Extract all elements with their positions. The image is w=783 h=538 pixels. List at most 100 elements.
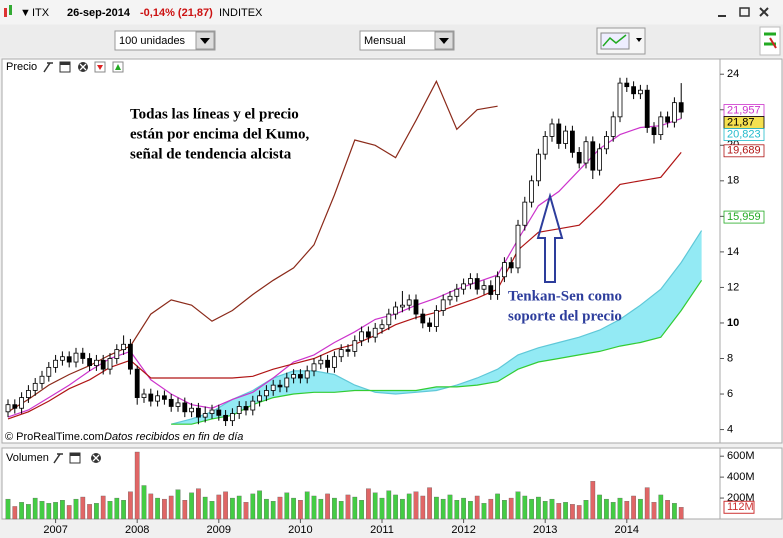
candle-body xyxy=(175,402,181,407)
candle-body xyxy=(604,135,609,150)
candle-body xyxy=(515,224,521,269)
x-tick-label: 2008 xyxy=(125,524,149,536)
candle-body xyxy=(433,310,439,327)
volume-bar xyxy=(209,501,215,520)
candle-body xyxy=(467,278,473,285)
candle-body xyxy=(311,363,317,372)
indicator-button[interactable] xyxy=(596,27,646,55)
volume-bar xyxy=(277,496,283,520)
x-tick-label: 2011 xyxy=(370,524,394,536)
candle-body xyxy=(406,299,412,306)
price-label-box xyxy=(723,144,765,158)
candle-body xyxy=(345,349,351,352)
volume-title: Volumen xyxy=(6,452,49,464)
candle-body xyxy=(338,349,344,358)
volume-bar xyxy=(216,494,222,520)
candle-body xyxy=(87,358,92,366)
candle-body xyxy=(576,151,582,164)
candle-body xyxy=(243,406,249,411)
candle-body xyxy=(257,395,263,402)
volume-bar xyxy=(502,500,507,520)
candle-body xyxy=(168,398,174,407)
x-tick-label: 2010 xyxy=(288,524,312,536)
volume-bar xyxy=(556,503,562,520)
volume-bar xyxy=(39,501,45,520)
menu-arrow[interactable]: ▼ xyxy=(20,7,31,19)
candle-body xyxy=(66,356,72,363)
volume-bar xyxy=(53,502,58,520)
panel-icons[interactable] xyxy=(43,61,124,73)
volume-bar xyxy=(447,494,453,520)
volume-bar xyxy=(32,497,38,520)
volume-bar xyxy=(461,497,466,520)
volume-bar xyxy=(332,497,337,520)
candle-body xyxy=(522,201,528,226)
volume-bar xyxy=(298,500,303,520)
volume-tick-label: 600M xyxy=(727,450,755,462)
volume-bar xyxy=(189,492,194,520)
volume-bar xyxy=(60,500,65,520)
candle-body xyxy=(570,130,575,153)
candle-body xyxy=(590,141,596,171)
volume-icons[interactable] xyxy=(53,452,101,464)
candle-body xyxy=(229,413,235,422)
candle-body xyxy=(651,127,657,136)
volume-bar xyxy=(624,501,630,520)
period-select[interactable] xyxy=(359,30,455,51)
volume-bar xyxy=(400,498,405,520)
candle-body xyxy=(161,395,167,400)
volume-bar xyxy=(413,491,419,520)
candle-body xyxy=(454,288,460,297)
y-tick-label: 24 xyxy=(727,68,739,80)
volume-bar xyxy=(202,496,208,520)
candle-body xyxy=(536,153,541,182)
window-buttons[interactable] xyxy=(718,7,769,17)
candle-body xyxy=(270,384,276,391)
candle-body xyxy=(638,89,643,95)
volume-bar xyxy=(563,502,568,520)
candle-body xyxy=(393,306,399,315)
candle-body xyxy=(427,322,433,327)
date: 26-sep-2014 xyxy=(67,7,131,19)
volume-bar xyxy=(672,503,677,520)
y-tick-label: 4 xyxy=(727,423,733,435)
candle-body xyxy=(277,384,283,388)
candle-body xyxy=(665,116,670,123)
volume-bar xyxy=(427,487,432,520)
candle-body xyxy=(440,299,446,311)
volume-bar xyxy=(576,505,582,520)
y-tick-label: 10 xyxy=(727,317,739,329)
side-tools[interactable] xyxy=(759,26,781,56)
quantity-select[interactable] xyxy=(114,30,216,51)
volume-bar xyxy=(270,501,276,520)
candle-body xyxy=(216,409,222,416)
volume-bar xyxy=(148,493,154,520)
annotation-text: están por encima del Kumo, xyxy=(130,126,310,142)
indicator-line xyxy=(7,152,682,420)
volume-bar xyxy=(175,489,181,520)
indicator-line xyxy=(7,118,682,418)
volume-bar xyxy=(87,504,92,520)
candle-body xyxy=(12,404,18,409)
volume-bar xyxy=(529,498,534,520)
volume-bar xyxy=(617,497,623,520)
candle-body xyxy=(386,313,392,326)
volume-bar xyxy=(644,487,650,520)
y-tick-label: 8 xyxy=(727,352,733,364)
price-label: 19,689 xyxy=(727,145,761,157)
annotation-text: Tenkan-Sen como xyxy=(508,288,622,304)
volume-bar xyxy=(508,497,514,520)
candle-body xyxy=(284,377,290,388)
candle-body xyxy=(365,331,371,338)
candle-body xyxy=(501,262,507,278)
candle-body xyxy=(107,358,113,370)
candle-body xyxy=(148,393,154,402)
annotation-text: señal de tendencia alcista xyxy=(130,146,292,162)
volume-bar xyxy=(522,495,528,520)
x-tick-label: 2013 xyxy=(533,524,557,536)
instrument-name: INDITEX xyxy=(219,7,263,19)
volume-bar xyxy=(549,498,555,520)
kumo-cloud xyxy=(171,230,702,425)
candle-body xyxy=(46,366,52,377)
candle-body xyxy=(127,343,133,370)
